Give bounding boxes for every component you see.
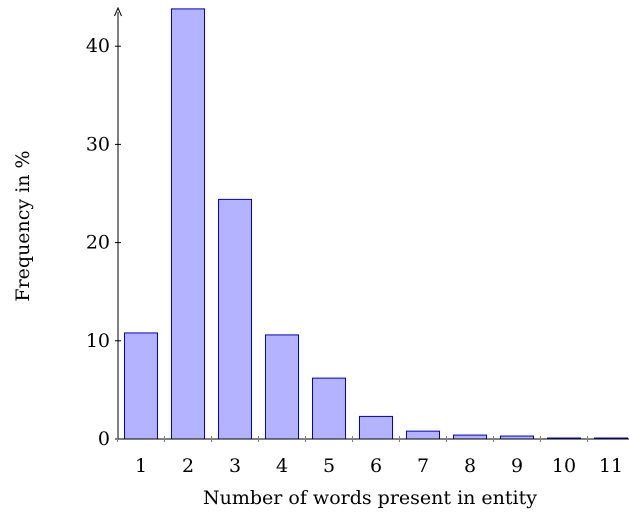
y-tick-label: 0 (98, 428, 110, 450)
x-tick-label: 3 (229, 455, 241, 477)
x-tick-label: 6 (370, 455, 382, 477)
y-tick-label: 20 (86, 232, 110, 254)
bar-5 (312, 377, 346, 440)
bar-8 (453, 434, 487, 440)
bar-6 (359, 415, 393, 440)
ticks-group: 0 10 20 30 40 1 2 3 4 5 6 7 8 9 10 11 (86, 35, 623, 477)
x-tick-label: 11 (599, 455, 623, 477)
x-tick-label: 7 (417, 455, 429, 477)
x-tick-label: 1 (135, 455, 147, 477)
bar-7 (406, 430, 440, 440)
x-tick-label: 10 (552, 455, 576, 477)
x-tick-label: 9 (511, 455, 523, 477)
y-tick-label: 40 (86, 35, 110, 57)
y-axis-label: Frequency in % (12, 150, 34, 301)
bar-3 (218, 198, 252, 440)
bar-4 (265, 334, 299, 440)
axes-group (114, 6, 629, 440)
y-tick-label: 30 (86, 133, 110, 155)
y-axis-arrow-icon (114, 6, 122, 17)
bar-2 (171, 8, 205, 440)
x-tick-label: 8 (464, 455, 476, 477)
bar-1 (124, 332, 158, 440)
x-axis-label: Number of words present in entity (203, 487, 537, 509)
x-tick-label: 5 (323, 455, 335, 477)
x-tick-label: 4 (276, 455, 288, 477)
bars-group (124, 8, 628, 440)
x-tick-label: 2 (182, 455, 194, 477)
y-tick-label: 10 (86, 330, 110, 352)
